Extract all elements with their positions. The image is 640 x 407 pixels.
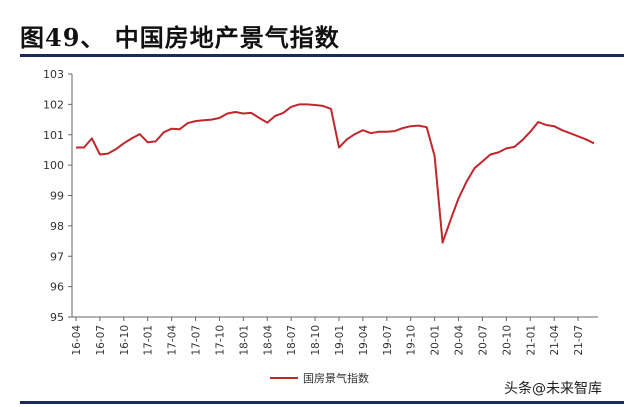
series-lines (76, 103, 595, 244)
x-tick-label: 17-04 (167, 325, 179, 356)
x-tick-label: 20-01 (430, 325, 442, 356)
x-tick-label: 17-10 (214, 325, 226, 356)
x-tick-label: 20-07 (477, 325, 489, 356)
watermark: 头条@未来智库 (504, 381, 602, 397)
y-tick-label: 103 (43, 68, 64, 81)
x-tick-label: 20-04 (454, 325, 466, 356)
x-tick-label: 18-01 (238, 325, 250, 356)
x-tick-label: 19-10 (406, 325, 418, 356)
x-tick-label: 16-07 (95, 325, 107, 356)
x-axis: 16-04 16-07 16-10 17-01 17-04 17-07 17-10 18-01… (71, 316, 598, 356)
x-tick-label: 18-10 (310, 325, 322, 356)
x-tick-label: 21-07 (573, 325, 585, 356)
x-tick-label: 19-07 (382, 325, 394, 356)
title-rule (20, 54, 624, 57)
y-tick-label: 96 (50, 281, 64, 294)
y-tick-label: 95 (50, 311, 64, 324)
y-tick-label: 102 (43, 98, 64, 111)
x-tick-label: 19-01 (334, 325, 346, 356)
x-tick-label: 16-10 (119, 325, 131, 356)
x-tick-label: 21-01 (525, 325, 537, 356)
series-line (76, 103, 595, 244)
x-tick-label: 18-04 (262, 325, 274, 356)
y-tick-label: 101 (43, 129, 64, 142)
x-tick-label: 18-07 (286, 325, 298, 356)
bottom-rule (20, 401, 624, 404)
y-tick-label: 97 (50, 250, 64, 263)
y-tick-label: 98 (50, 220, 64, 233)
x-tick-label: 17-07 (191, 325, 203, 356)
x-tick-label: 21-04 (549, 325, 561, 356)
x-tick-label: 17-01 (143, 325, 155, 356)
x-tick-label: 19-04 (358, 325, 370, 356)
x-tick-label: 16-04 (71, 325, 83, 356)
figure-title: 图49、 中国房地产景气指数 (20, 23, 340, 52)
y-tick-label: 99 (50, 190, 64, 203)
x-tick-label: 20-10 (501, 325, 513, 356)
y-axis: 95 96 97 98 99 100 101 102 103 (43, 68, 73, 324)
legend: 国房景气指数 (270, 371, 369, 385)
legend-label: 国房景气指数 (303, 371, 369, 385)
y-tick-label: 100 (43, 159, 64, 172)
